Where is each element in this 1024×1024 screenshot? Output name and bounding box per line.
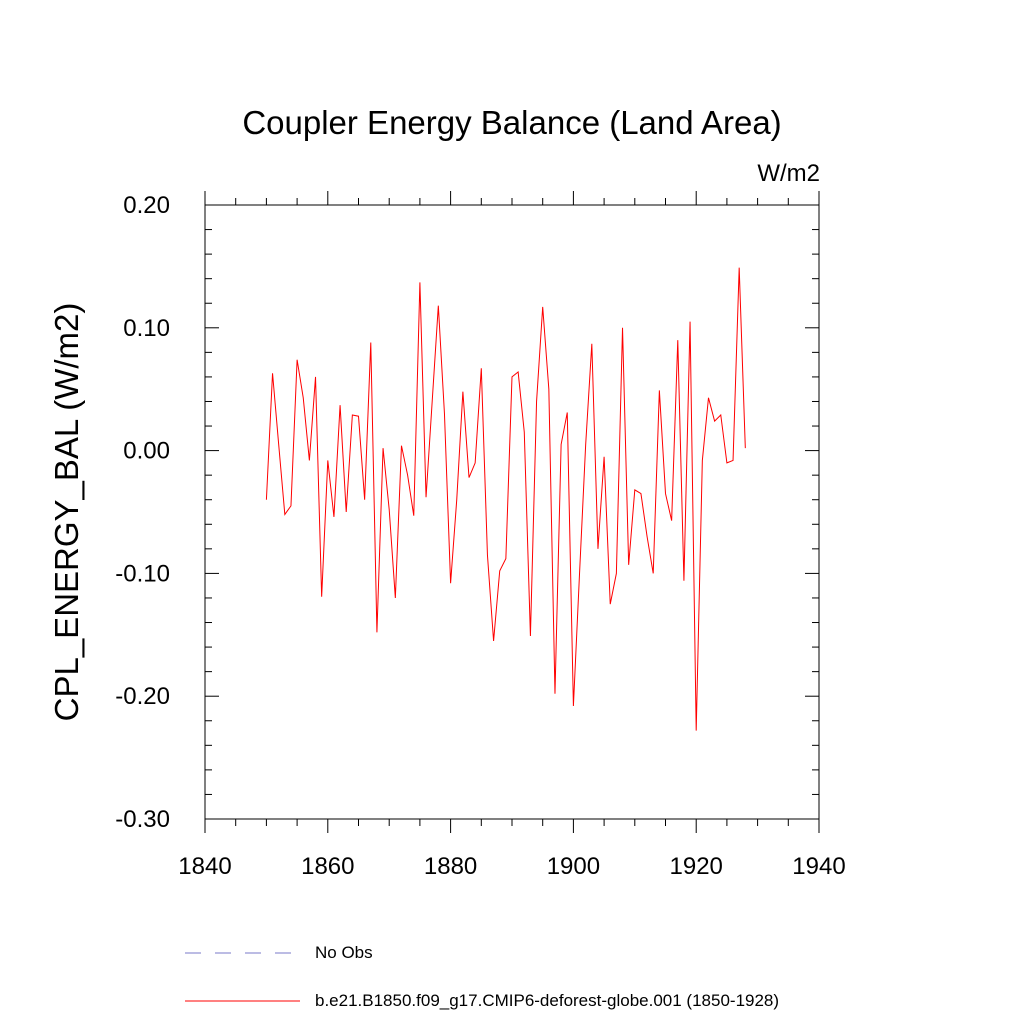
chart-title: Coupler Energy Balance (Land Area) (242, 104, 782, 141)
y-tick-label: -0.20 (115, 683, 170, 710)
legend-label-model-run: b.e21.B1850.f09_g17.CMIP6-deforest-globe… (315, 991, 780, 1010)
series-lines (265, 267, 746, 731)
y-tick-label: 0.00 (123, 438, 170, 465)
y-tick-label: 0.10 (123, 315, 170, 342)
x-tick-label: 1940 (792, 853, 845, 880)
tick-labels: 1840 1860 1880 1900 1920 1940 -0.30 -0.20 -0.10 0… (115, 192, 845, 880)
x-tick-label: 1920 (670, 853, 723, 880)
x-tick-label: 1860 (301, 853, 354, 880)
y-tick-label: 0.20 (123, 192, 170, 219)
series-line (265, 267, 746, 731)
plot-frame (204, 204, 820, 820)
y-tick-label: -0.30 (115, 806, 170, 833)
x-tick-label: 1840 (178, 853, 231, 880)
legend-label-no-obs: No Obs (315, 943, 373, 962)
y-tick-label: -0.10 (115, 560, 170, 587)
units-label: W/m2 (757, 160, 820, 187)
y-axis-label: CPL_ENERGY_BAL (W/m2) (48, 302, 85, 722)
axis-ticks (204, 191, 820, 833)
legend (185, 952, 300, 1002)
x-tick-label: 1880 (424, 853, 477, 880)
x-tick-label: 1900 (547, 853, 600, 880)
